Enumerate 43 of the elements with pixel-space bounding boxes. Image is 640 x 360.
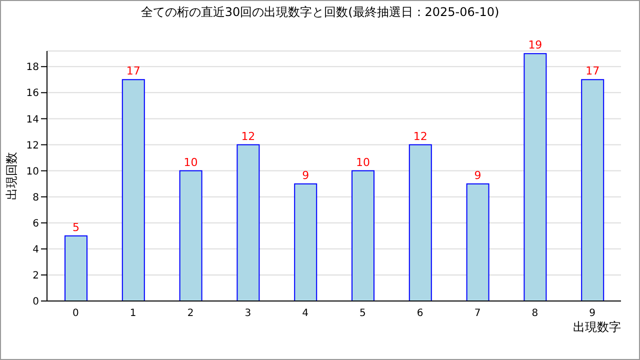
x-tick-label: 5 (360, 308, 366, 320)
y-tick-label: 18 (26, 62, 39, 74)
x-tick-label: 4 (302, 308, 308, 320)
x-tick-label: 2 (187, 308, 194, 320)
y-tick-label: 14 (26, 114, 39, 126)
bar (524, 53, 547, 301)
x-tick-label: 8 (532, 308, 538, 320)
bar (236, 144, 260, 301)
data-label: 17 (586, 64, 600, 78)
data-label: 12 (413, 130, 428, 143)
data-label: 5 (72, 220, 80, 234)
x-tick-label: 0 (72, 308, 79, 320)
bar (122, 79, 145, 301)
x-tick-label: 3 (244, 308, 252, 320)
bar (294, 183, 318, 301)
y-tick-label: 0 (32, 296, 39, 308)
y-tick-label: 2 (32, 270, 39, 282)
data-label: 9 (302, 168, 310, 182)
data-label: 10 (184, 156, 198, 169)
data-label: 10 (356, 156, 370, 169)
bar (179, 170, 202, 301)
x-tick-label: 9 (589, 308, 596, 320)
data-label: 9 (474, 168, 482, 182)
y-tick-label: 8 (32, 192, 39, 204)
y-tick-label: 10 (26, 166, 39, 178)
y-tick-label: 4 (32, 244, 39, 256)
x-tick-label: 7 (474, 308, 481, 320)
data-label: 19 (528, 38, 542, 52)
bar (64, 235, 88, 301)
y-tick-label: 6 (32, 218, 39, 230)
bar (581, 79, 604, 301)
bar (466, 183, 490, 301)
bar (408, 144, 432, 301)
y-tick-label: 16 (26, 88, 39, 100)
x-tick-label: 1 (130, 308, 136, 320)
data-label: 17 (126, 64, 140, 78)
data-label: 12 (241, 130, 256, 143)
y-tick-label: 12 (26, 140, 39, 152)
y-axis-title: 出現回数 (4, 152, 18, 200)
x-axis-title: 出現数字 (573, 320, 621, 334)
chart-title: 全ての桁の直近30回の出現数字と回数(最終抽選日：2025-06-10) (140, 4, 500, 21)
bar (352, 170, 374, 301)
x-tick-label: 6 (416, 308, 424, 320)
